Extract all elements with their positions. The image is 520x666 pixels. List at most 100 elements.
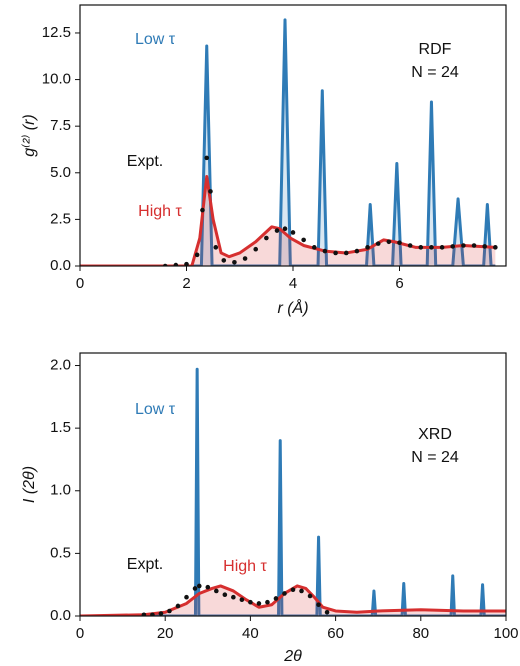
data-point <box>204 155 210 161</box>
y-axis-label: g⁽²⁾ (r) <box>21 114 38 157</box>
data-point <box>231 594 236 600</box>
data-point <box>184 261 189 266</box>
data-point <box>192 586 198 591</box>
series-label: Expt. <box>127 556 163 573</box>
x-tick-label: 100 <box>493 625 518 642</box>
data-point <box>450 244 456 249</box>
data-point <box>242 256 248 261</box>
data-point <box>273 596 279 601</box>
data-point <box>322 248 328 254</box>
y-axis-label: I (2θ) <box>21 466 38 503</box>
plot-area <box>80 18 498 266</box>
y-tick-label: 1.0 <box>50 482 71 499</box>
annotation: N = 24 <box>411 449 459 466</box>
area <box>80 585 506 616</box>
data-point <box>173 262 179 266</box>
axes-frame <box>79 352 507 617</box>
x-tick-label: 0 <box>76 275 84 292</box>
data-point <box>429 245 434 250</box>
data-point <box>175 603 181 609</box>
data-point <box>184 594 189 600</box>
x-tick-label: 60 <box>327 625 344 642</box>
data-point <box>290 587 296 592</box>
data-point <box>301 237 306 243</box>
series-label: High τ <box>223 558 267 575</box>
data-point <box>282 591 287 596</box>
x-tick-label: 0 <box>76 625 84 642</box>
y-tick-label: 10.0 <box>42 71 71 88</box>
y-tick-label: 12.5 <box>42 24 71 41</box>
series-label: High τ <box>138 203 182 220</box>
x-axis-label: r (Å) <box>277 298 308 317</box>
data-point <box>386 239 392 245</box>
series-line <box>80 18 496 266</box>
x-tick-label: 2 <box>182 275 190 292</box>
annotation: N = 24 <box>411 64 459 81</box>
data-point <box>239 597 245 603</box>
area <box>80 176 496 266</box>
data-point <box>265 599 270 605</box>
data-point <box>221 258 227 263</box>
y-tick-label: 1.5 <box>50 419 71 436</box>
data-point <box>194 252 200 258</box>
x-axis-label: 2θ <box>283 648 302 665</box>
y-tick-label: 0.0 <box>50 257 71 274</box>
data-point <box>200 207 205 213</box>
y-tick-label: 0.0 <box>50 607 71 624</box>
series-label: Expt. <box>127 153 163 170</box>
data-point <box>354 248 360 254</box>
data-point <box>375 241 381 246</box>
y-tick-label: 2.0 <box>50 356 71 373</box>
data-point <box>397 240 402 245</box>
x-tick-label: 40 <box>242 625 259 642</box>
data-point <box>205 584 211 590</box>
y-tick-label: 7.5 <box>50 117 71 134</box>
annotation: XRD <box>418 426 452 443</box>
x-tick-label: 80 <box>412 625 429 642</box>
data-point <box>264 235 269 241</box>
y-tick-label: 2.5 <box>50 210 71 227</box>
data-point <box>343 250 349 256</box>
data-point <box>208 189 213 194</box>
series-label: Low τ <box>135 401 176 418</box>
y-tick-label: 0.5 <box>50 544 71 561</box>
data-point <box>214 588 219 594</box>
y-tick-label: 5.0 <box>50 164 71 181</box>
data-point <box>471 243 477 248</box>
data-point <box>324 609 330 615</box>
data-point <box>316 602 321 608</box>
data-point <box>167 608 172 614</box>
data-point <box>158 611 164 616</box>
data-point <box>248 599 253 605</box>
data-point <box>365 245 370 250</box>
series-label: Low τ <box>135 31 176 48</box>
annotation: RDF <box>419 41 452 58</box>
data-point <box>253 246 259 252</box>
data-point <box>482 244 488 249</box>
data-point <box>307 593 313 599</box>
data-point <box>213 245 219 250</box>
data-point <box>222 592 228 598</box>
x-tick-label: 20 <box>157 625 174 642</box>
data-point <box>312 245 317 250</box>
data-point <box>150 612 155 616</box>
data-point <box>274 228 280 233</box>
data-point <box>232 259 237 265</box>
data-point <box>439 245 445 250</box>
data-point <box>418 245 424 250</box>
x-tick-label: 6 <box>395 275 403 292</box>
plot-area <box>80 367 506 616</box>
data-point <box>299 588 304 594</box>
data-point <box>196 583 202 589</box>
data-point <box>256 601 262 606</box>
data-point <box>493 245 498 250</box>
data-point <box>333 250 338 256</box>
data-point <box>407 243 413 248</box>
data-point <box>141 612 147 616</box>
data-point <box>290 230 296 235</box>
x-tick-label: 4 <box>289 275 297 292</box>
series-line <box>80 367 506 616</box>
series-line <box>80 175 496 266</box>
data-point <box>282 226 288 232</box>
